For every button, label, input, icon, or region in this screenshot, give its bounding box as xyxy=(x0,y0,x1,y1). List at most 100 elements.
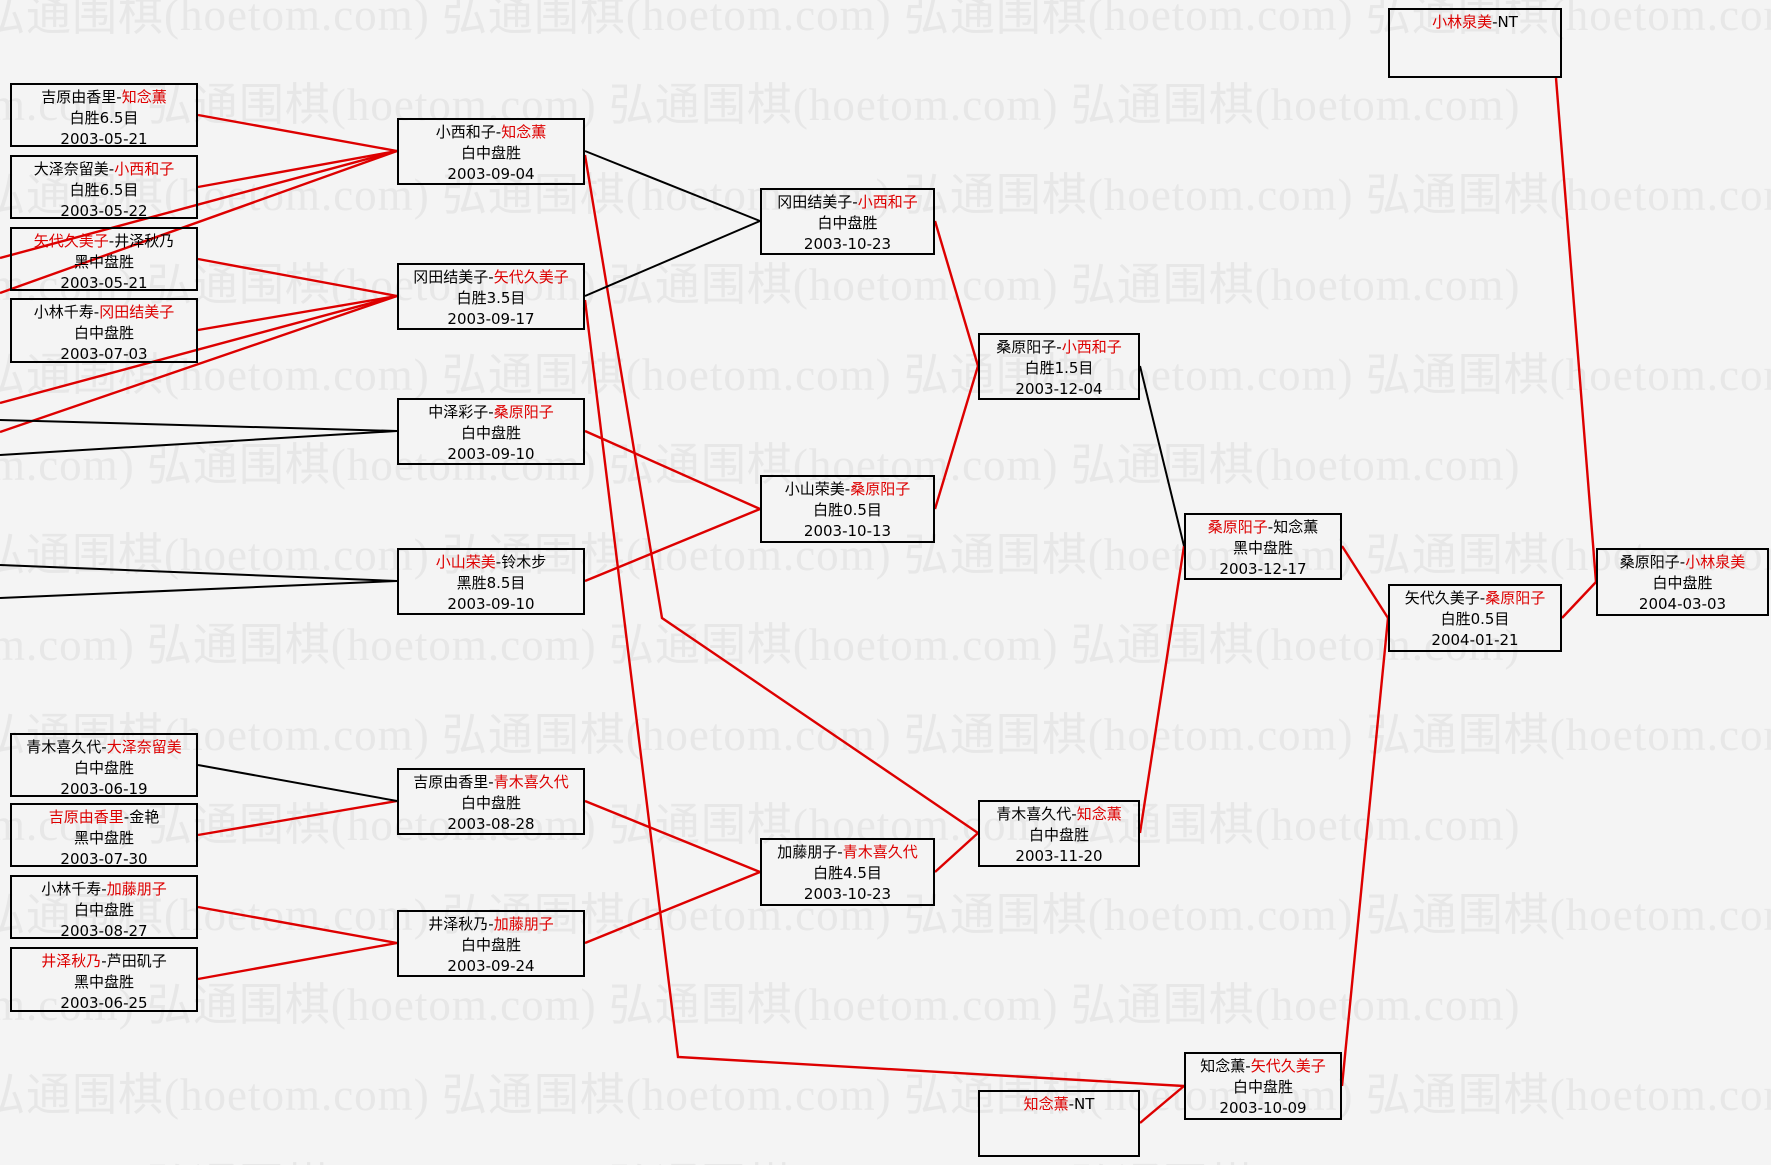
match-box: 矢代久美子-井泽秋乃 黑中盘胜 2003-05-21 xyxy=(10,227,198,292)
winner-path-line xyxy=(197,905,398,945)
player-separator: - xyxy=(1056,338,1062,356)
match-players: 桑原阳子-小西和子 xyxy=(980,337,1138,358)
advancing-player-name: 知念薫 xyxy=(1023,1095,1069,1113)
match-players: 青木喜久代-大泽奈留美 xyxy=(12,737,196,758)
player-separator: - xyxy=(101,952,107,970)
player-separator: - xyxy=(495,123,502,141)
watermark-text: 弘通围棋(hoetom.com) 弘通围棋(hoetom.com) 弘通围棋(h… xyxy=(0,440,1521,490)
winner-path-line xyxy=(933,365,980,510)
match-result: 黑中盘胜 xyxy=(73,253,134,271)
watermark-text: 弘通围棋(hoetom.com) 弘通围棋(hoetom.com) 弘通围棋(h… xyxy=(0,80,1521,130)
winner-path-line xyxy=(584,799,761,874)
winner-path-line xyxy=(1340,617,1390,1087)
advancing-player-name: 小西和子 xyxy=(114,160,175,178)
player-separator: - xyxy=(1479,589,1486,607)
advancing-player-name: 小西和子 xyxy=(857,193,918,211)
advancing-player-name: 桑原阳子 xyxy=(493,403,554,421)
player-name: 芦田矶子 xyxy=(106,952,167,970)
advancing-player-name: 知念薫 xyxy=(1076,805,1122,823)
match-date: 2004-03-03 xyxy=(1638,595,1727,613)
match-box: 青木喜久代-知念薫 白中盘胜 2003-11-20 xyxy=(978,800,1140,867)
advancing-player-name: 矢代久美子 xyxy=(1250,1057,1326,1075)
advancing-player-name: 加藤朋子 xyxy=(106,880,167,898)
match-date: 2003-05-21 xyxy=(60,274,148,292)
match-box: 小林千寿-加藤朋子 白中盘胜 2003-08-27 xyxy=(10,875,198,940)
match-box: 小林泉美-NT xyxy=(1388,8,1562,78)
player-name: 青木喜久代 xyxy=(996,805,1072,823)
winner-path-line xyxy=(197,941,398,981)
winner-path-line xyxy=(1138,545,1186,834)
winner-path-line xyxy=(197,149,398,189)
advancing-player-name: 大泽奈留美 xyxy=(106,738,182,756)
match-result: 白胜6.5目 xyxy=(69,109,139,127)
match-date: 2003-09-10 xyxy=(447,445,535,463)
match-players: 小林千寿-加藤朋子 xyxy=(12,879,196,900)
advancing-player-name: 矢代久美子 xyxy=(33,232,109,250)
player-name: 矢代久美子 xyxy=(1404,589,1480,607)
player-name: 井泽秋乃 xyxy=(114,232,175,250)
player-name: NT xyxy=(1497,13,1518,31)
match-date: 2003-09-10 xyxy=(447,595,535,613)
match-date: 2003-09-24 xyxy=(447,957,535,975)
match-players: 吉原由香里-青木喜久代 xyxy=(399,772,583,793)
match-date: 2003-07-03 xyxy=(60,345,148,363)
player-name: 加藤朋子 xyxy=(777,843,838,861)
player-separator: - xyxy=(488,403,494,421)
advancing-player-name: 井泽秋乃 xyxy=(41,952,102,970)
player-separator: - xyxy=(495,553,502,571)
advancing-player-name: 小林泉美 xyxy=(1432,13,1493,31)
match-result: 白中盘胜 xyxy=(73,901,134,919)
match-box: 桑原阳子-知念薫 黑中盘胜 2003-12-17 xyxy=(1184,513,1342,580)
match-players: 加藤朋子-青木喜久代 xyxy=(762,842,933,863)
player-name: 桑原阳子 xyxy=(996,338,1057,356)
match-players: 中泽彩子-桑原阳子 xyxy=(399,402,583,423)
advancing-player-name: 小西和子 xyxy=(1061,338,1122,356)
match-date: 2003-10-09 xyxy=(1219,1099,1307,1117)
match-players: 矢代久美子-井泽秋乃 xyxy=(12,231,196,252)
match-players: 桑原阳子-小林泉美 xyxy=(1598,552,1767,573)
player-separator: - xyxy=(844,480,851,498)
player-name: 桑原阳子 xyxy=(1619,553,1680,571)
winner-path-line xyxy=(0,294,398,405)
player-name: 小林千寿 xyxy=(41,880,102,898)
match-players: 吉原由香里-知念薫 xyxy=(12,87,196,108)
player-name: 吉原由香里 xyxy=(413,773,489,791)
match-players: 吉原由香里-金艳 xyxy=(12,807,196,828)
match-players: 井泽秋乃-芦田矶子 xyxy=(12,951,196,972)
player-name: 大泽奈留美 xyxy=(33,160,109,178)
winner-path-line xyxy=(933,220,980,367)
match-players: 冈田结美子-小西和子 xyxy=(762,192,933,213)
match-players: 大泽奈留美-小西和子 xyxy=(12,159,196,180)
match-players: 桑原阳子-知念薫 xyxy=(1186,517,1340,538)
player-separator: - xyxy=(1068,1095,1075,1113)
player-separator: - xyxy=(116,88,122,106)
player-separator: - xyxy=(1679,553,1686,571)
advancing-player-name: 小山荣美 xyxy=(435,553,496,571)
player-separator: - xyxy=(1267,518,1274,536)
player-separator: - xyxy=(852,193,858,211)
match-box: 冈田结美子-矢代久美子 白胜3.5目 2003-09-17 xyxy=(397,263,585,330)
player-name: 知念薫 xyxy=(1273,518,1319,536)
advancing-player-name: 加藤朋子 xyxy=(493,915,554,933)
match-result: 白胜6.5目 xyxy=(69,181,139,199)
match-date: 2003-09-04 xyxy=(447,165,535,183)
player-separator: - xyxy=(108,232,115,250)
match-result: 白胜4.5目 xyxy=(813,864,882,882)
match-date: 2003-06-19 xyxy=(60,780,148,798)
winner-path-line xyxy=(197,257,398,298)
match-result: 黑中盘胜 xyxy=(73,973,134,991)
match-result: 白中盘胜 xyxy=(460,794,521,812)
match-result: 白胜0.5目 xyxy=(1440,610,1510,628)
loser-path-line xyxy=(0,430,398,456)
match-result: 白胜3.5目 xyxy=(456,289,526,307)
player-separator: - xyxy=(93,303,100,321)
player-name: NT xyxy=(1074,1095,1095,1113)
match-players: 知念薫-NT xyxy=(980,1094,1138,1115)
advancing-player-name: 小林泉美 xyxy=(1685,553,1746,571)
match-date: 2003-08-27 xyxy=(60,922,148,940)
advancing-player-name: 知念薫 xyxy=(121,88,167,106)
advancing-player-name: 矢代久美子 xyxy=(493,268,569,286)
